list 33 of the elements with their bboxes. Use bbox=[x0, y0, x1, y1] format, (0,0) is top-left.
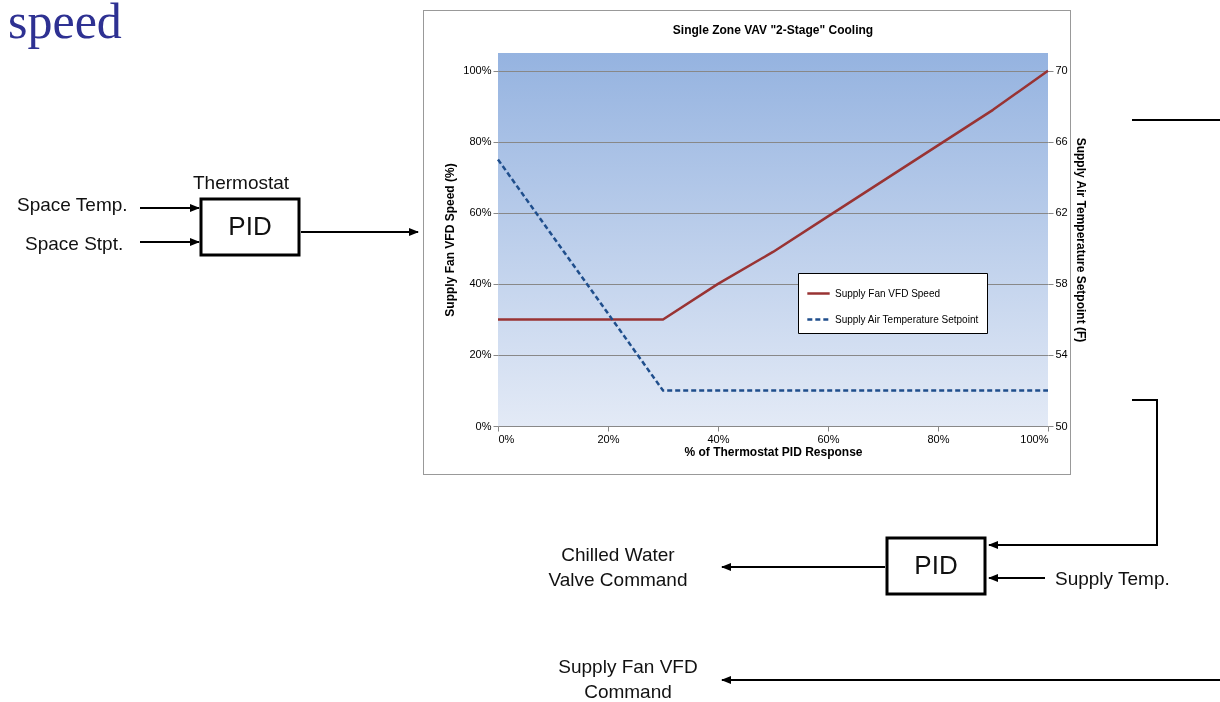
x-tick-label: 0% bbox=[498, 432, 515, 445]
text: Thermostat bbox=[193, 172, 290, 194]
y-tick-label: 0% bbox=[475, 419, 492, 432]
x-tick-label: 60% bbox=[817, 432, 840, 445]
text: Supply Temp. bbox=[1055, 568, 1170, 590]
y2-tick-label: 54 bbox=[1055, 348, 1068, 361]
legend-label: Supply Air Temperature Setpoint bbox=[835, 313, 979, 325]
y-tick-label: 100% bbox=[463, 64, 492, 77]
x-tick-label: 80% bbox=[927, 432, 950, 445]
text: Supply Fan VFD Command bbox=[557, 655, 699, 702]
legend-label: Supply Fan VFD Speed bbox=[835, 287, 941, 299]
chart-title: Single Zone VAV "2-Stage" Cooling bbox=[672, 23, 874, 37]
x-axis-title: % of Thermostat PID Response bbox=[684, 444, 863, 459]
y2-tick-label: 70 bbox=[1055, 64, 1068, 77]
x-tick-label: 40% bbox=[707, 432, 730, 445]
y2-tick-label: 66 bbox=[1055, 135, 1068, 148]
y-tick-label: 40% bbox=[469, 277, 492, 290]
text: PID bbox=[914, 550, 958, 581]
text: Space Temp. bbox=[17, 194, 128, 216]
y-tick-label: 20% bbox=[469, 348, 492, 361]
text: Space Stpt. bbox=[25, 233, 124, 255]
y-axis-title: Supply Fan VFD Speed (%) bbox=[443, 163, 458, 317]
y2-tick-label: 50 bbox=[1055, 419, 1068, 432]
y2-tick-label: 58 bbox=[1055, 277, 1068, 290]
y-tick-label: 60% bbox=[469, 206, 492, 219]
text: Chilled Water Valve Command bbox=[547, 543, 689, 592]
y2-axis-title: Supply Air Temperature Setpoint (F) bbox=[1073, 137, 1088, 343]
x-tick-label: 100% bbox=[1020, 432, 1049, 445]
text: speed bbox=[8, 0, 122, 50]
text: PID bbox=[228, 211, 272, 242]
y-tick-label: 80% bbox=[469, 135, 492, 148]
y2-tick-label: 62 bbox=[1055, 206, 1068, 219]
x-tick-label: 20% bbox=[597, 432, 620, 445]
